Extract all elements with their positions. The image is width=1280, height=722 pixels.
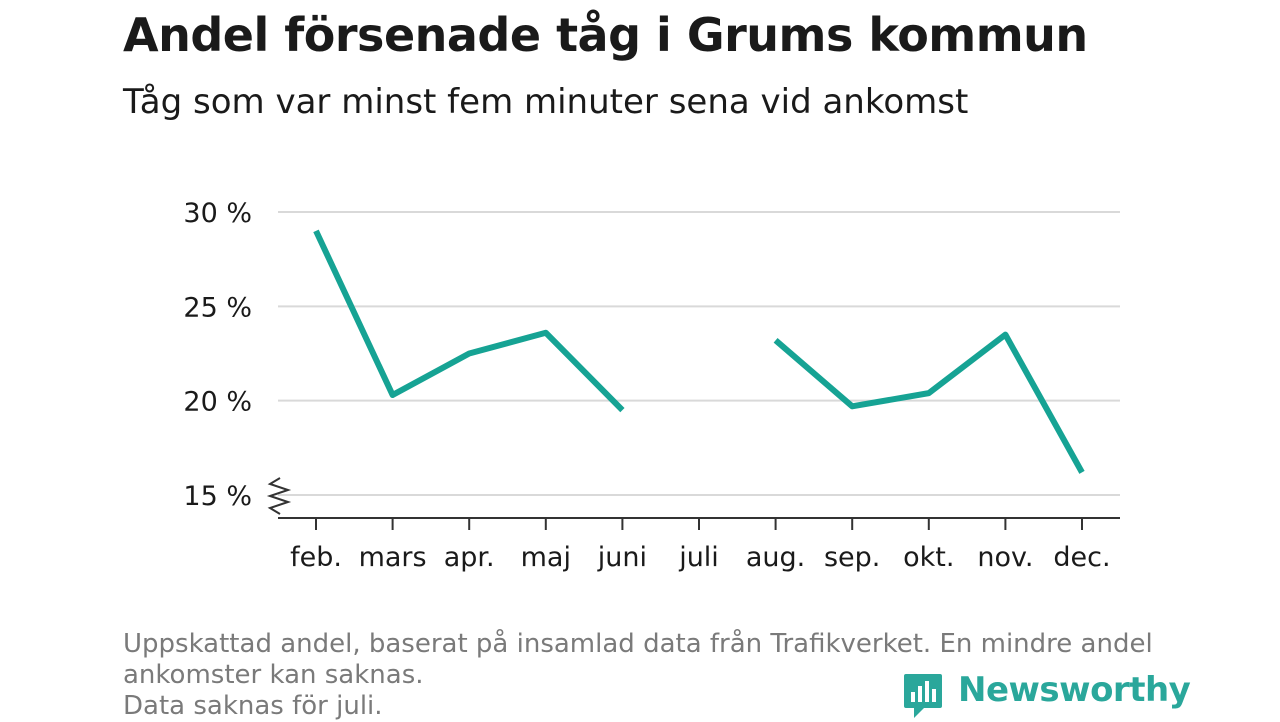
series-line-segment (313, 229, 625, 413)
y-tick-label: 30 % (183, 198, 252, 229)
newsworthy-bar-chart-logo-icon (904, 674, 942, 718)
y-tick-label: 25 % (183, 292, 252, 323)
line-chart: 15 % 20 % 25 % 30 % feb. mars apr. maj juni juli… (183, 198, 1120, 573)
y-tick-label: 20 % (183, 387, 252, 418)
series-line-segment (773, 331, 1085, 474)
gridlines (278, 211, 1120, 496)
x-tick-label: juni (597, 542, 647, 573)
x-axis-tick-labels: feb. mars apr. maj juni juli aug. sep. okt. nov. d… (290, 542, 1111, 573)
x-axis (266, 477, 1120, 530)
y-axis-tick-labels: 15 % 20 % 25 % 30 % (183, 198, 252, 512)
footnote-line-3: Data saknas för juli. (123, 691, 383, 721)
footnote-line-2: ankomster kan saknas. (123, 660, 424, 690)
x-tick-label: apr. (444, 542, 495, 573)
x-tick-label: juli (678, 542, 719, 573)
x-tick-label: dec. (1053, 542, 1110, 573)
x-tick-label: sep. (824, 542, 880, 573)
y-tick-label: 15 % (183, 481, 252, 512)
y-axis-break-marker (266, 477, 292, 515)
footnote-line-1: Uppskattad andel, baserat på insamlad da… (123, 629, 1153, 659)
x-tick-label: aug. (746, 542, 805, 573)
chart-title: Andel försenade tåg i Grums kommun (123, 8, 1088, 62)
chart-subtitle: Tåg som var minst fem minuter sena vid a… (123, 82, 969, 122)
x-tick-label: feb. (290, 542, 342, 573)
x-tick-label: nov. (977, 542, 1033, 573)
chart-footnote: Uppskattad andel, baserat på insamlad da… (123, 629, 1163, 722)
x-tick-label: maj (521, 542, 571, 573)
brand-name: Newsworthy (958, 670, 1191, 710)
x-tick-label: okt. (903, 542, 954, 573)
newsworthy-logo: Newsworthy (902, 670, 1191, 718)
x-tick-label: mars (359, 542, 427, 573)
series-lines (313, 229, 1085, 474)
